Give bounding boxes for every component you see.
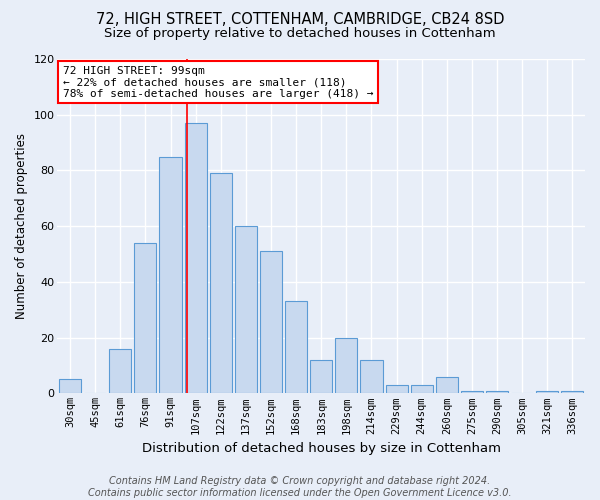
Text: 72 HIGH STREET: 99sqm
← 22% of detached houses are smaller (118)
78% of semi-det: 72 HIGH STREET: 99sqm ← 22% of detached … <box>63 66 373 99</box>
Bar <box>386 385 407 394</box>
Bar <box>235 226 257 394</box>
Y-axis label: Number of detached properties: Number of detached properties <box>15 133 28 319</box>
Bar <box>410 385 433 394</box>
Text: Size of property relative to detached houses in Cottenham: Size of property relative to detached ho… <box>104 28 496 40</box>
Bar <box>536 390 559 394</box>
Bar <box>185 123 206 394</box>
Bar <box>486 390 508 394</box>
Bar <box>461 390 483 394</box>
Text: 72, HIGH STREET, COTTENHAM, CAMBRIDGE, CB24 8SD: 72, HIGH STREET, COTTENHAM, CAMBRIDGE, C… <box>96 12 504 28</box>
Bar <box>134 243 157 394</box>
Bar <box>361 360 383 394</box>
Bar <box>59 380 81 394</box>
Bar <box>562 390 583 394</box>
Bar <box>260 252 282 394</box>
Bar <box>209 173 232 394</box>
X-axis label: Distribution of detached houses by size in Cottenham: Distribution of detached houses by size … <box>142 442 501 455</box>
Bar <box>160 156 182 394</box>
Bar <box>109 349 131 394</box>
Bar <box>285 302 307 394</box>
Bar <box>436 376 458 394</box>
Text: Contains HM Land Registry data © Crown copyright and database right 2024.
Contai: Contains HM Land Registry data © Crown c… <box>88 476 512 498</box>
Bar <box>310 360 332 394</box>
Bar <box>335 338 358 394</box>
